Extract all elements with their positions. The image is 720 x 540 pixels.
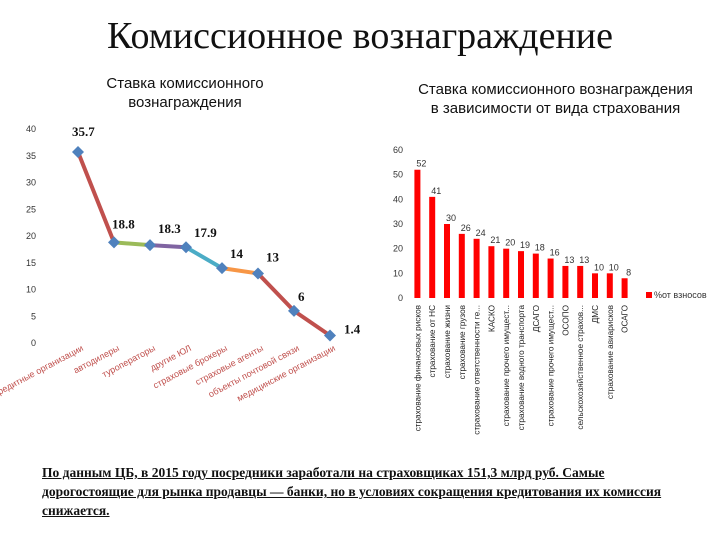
bar-data-label: 24 bbox=[476, 228, 486, 238]
bar-data-label: 10 bbox=[609, 262, 619, 272]
line-segment bbox=[148, 243, 188, 250]
bar-column bbox=[458, 233, 465, 298]
line-data-label: 17.9 bbox=[194, 225, 217, 240]
bar-x-tick-label: страхование ответственности ге... bbox=[473, 305, 482, 435]
line-point bbox=[288, 304, 300, 317]
bar-data-label: 52 bbox=[416, 159, 426, 169]
bar-x-tick-label: ОСАГО bbox=[621, 305, 630, 333]
bar-column bbox=[518, 251, 524, 298]
line-point bbox=[252, 267, 264, 280]
line-segment bbox=[292, 308, 332, 338]
bar-data-label: 16 bbox=[550, 248, 560, 258]
bar-data-label: 18 bbox=[535, 243, 545, 253]
bar-y-tick-label: 60 bbox=[393, 145, 403, 155]
line-y-tick-label: 5 bbox=[31, 311, 36, 321]
bar-x-tick-label: страхование от НС bbox=[428, 305, 437, 378]
bar-y-tick-label: 0 bbox=[398, 293, 403, 303]
bar-column bbox=[444, 224, 450, 298]
line-point bbox=[324, 329, 336, 342]
bar-column bbox=[606, 273, 613, 298]
line-data-label: 14 bbox=[230, 246, 244, 261]
source-note: По данным ЦБ, в 2015 году посредники зар… bbox=[42, 465, 662, 518]
bar-x-tick-label: ДМС bbox=[591, 305, 600, 323]
line-y-tick-label: 30 bbox=[26, 178, 36, 188]
bar-column bbox=[547, 258, 554, 298]
bar-column bbox=[473, 238, 480, 298]
line-point bbox=[72, 146, 84, 159]
bar-x-tick-label: страхование грузов bbox=[458, 305, 467, 379]
bar-column bbox=[577, 265, 584, 298]
line-data-label: 13 bbox=[266, 249, 280, 264]
line-y-tick-label: 35 bbox=[26, 151, 36, 161]
bar-data-label: 20 bbox=[505, 238, 515, 248]
line-segment bbox=[256, 271, 296, 313]
bar-data-label: 21 bbox=[490, 235, 500, 245]
bar-column bbox=[488, 246, 495, 298]
bar-y-tick-label: 50 bbox=[393, 170, 403, 180]
line-y-tick-label: 40 bbox=[26, 124, 36, 134]
bar-y-tick-label: 10 bbox=[393, 268, 403, 278]
bar-y-tick-label: 30 bbox=[393, 219, 403, 229]
bar-y-tick-label: 20 bbox=[393, 244, 403, 254]
line-y-tick-label: 0 bbox=[31, 338, 36, 348]
bar-x-tick-label: ОСОПО bbox=[561, 305, 570, 336]
bar-column bbox=[429, 196, 436, 298]
line-point bbox=[216, 262, 228, 275]
line-point bbox=[180, 241, 192, 254]
line-y-tick-label: 25 bbox=[26, 204, 36, 214]
bar-data-label: 10 bbox=[594, 262, 604, 272]
bar-data-label: 13 bbox=[564, 255, 574, 265]
line-data-label: 35.7 bbox=[72, 124, 95, 139]
bar-chart-title: Ставка комиссионного вознаграждения в за… bbox=[418, 81, 693, 117]
bar-x-tick-label: страхование финансовых рисков bbox=[413, 305, 422, 431]
page-title: Комиссионное вознаграждение bbox=[106, 15, 614, 57]
bar-x-tick-label: КАСКО bbox=[487, 305, 496, 332]
bar-column bbox=[621, 278, 628, 298]
line-chart-title: Ставка комиссионного вознаграждения bbox=[106, 75, 264, 111]
bar-x-tick-label: страхование прочего имущест... bbox=[547, 305, 556, 426]
line-point bbox=[108, 236, 120, 249]
line-point bbox=[144, 239, 156, 252]
line-y-tick-label: 15 bbox=[26, 258, 36, 268]
bar-x-tick-label: ДСАГО bbox=[532, 305, 541, 332]
line-x-tick-label: кредитные организации bbox=[0, 343, 85, 399]
bar-data-label: 19 bbox=[520, 240, 530, 250]
line-data-label: 6 bbox=[298, 289, 305, 304]
line-segment bbox=[112, 240, 152, 248]
bar-column bbox=[414, 169, 421, 298]
bar-data-label: 41 bbox=[431, 186, 441, 196]
bar-data-label: 13 bbox=[579, 255, 589, 265]
bar-column bbox=[592, 273, 598, 298]
line-y-tick-label: 10 bbox=[26, 285, 36, 295]
bar-x-tick-label: страхование авиарисков bbox=[606, 305, 615, 399]
line-segment bbox=[76, 150, 116, 245]
bar-column bbox=[562, 265, 569, 298]
line-segment bbox=[184, 245, 224, 271]
line-y-tick-label: 20 bbox=[26, 231, 36, 241]
bar-column bbox=[503, 248, 510, 298]
bar-x-tick-label: страхование прочего имущест... bbox=[502, 305, 511, 426]
bar-data-label: 8 bbox=[626, 267, 631, 277]
line-data-label: 18.3 bbox=[158, 221, 181, 236]
bar-legend-label: %от взносов bbox=[654, 290, 707, 300]
line-segment bbox=[220, 266, 260, 276]
bar-x-tick-label: сельскохозяйственное страхов... bbox=[576, 305, 585, 430]
bar-legend-swatch bbox=[646, 292, 652, 298]
line-data-label: 1.4 bbox=[344, 322, 361, 337]
bar-x-tick-label: страхование жизни bbox=[443, 305, 452, 378]
bar-y-tick-label: 40 bbox=[393, 194, 403, 204]
bar-x-tick-label: страхование водного транспорта bbox=[517, 305, 526, 431]
bar-data-label: 26 bbox=[461, 223, 471, 233]
bar-data-label: 30 bbox=[446, 213, 456, 223]
line-data-label: 18.8 bbox=[112, 216, 135, 231]
bar-column bbox=[532, 253, 539, 298]
